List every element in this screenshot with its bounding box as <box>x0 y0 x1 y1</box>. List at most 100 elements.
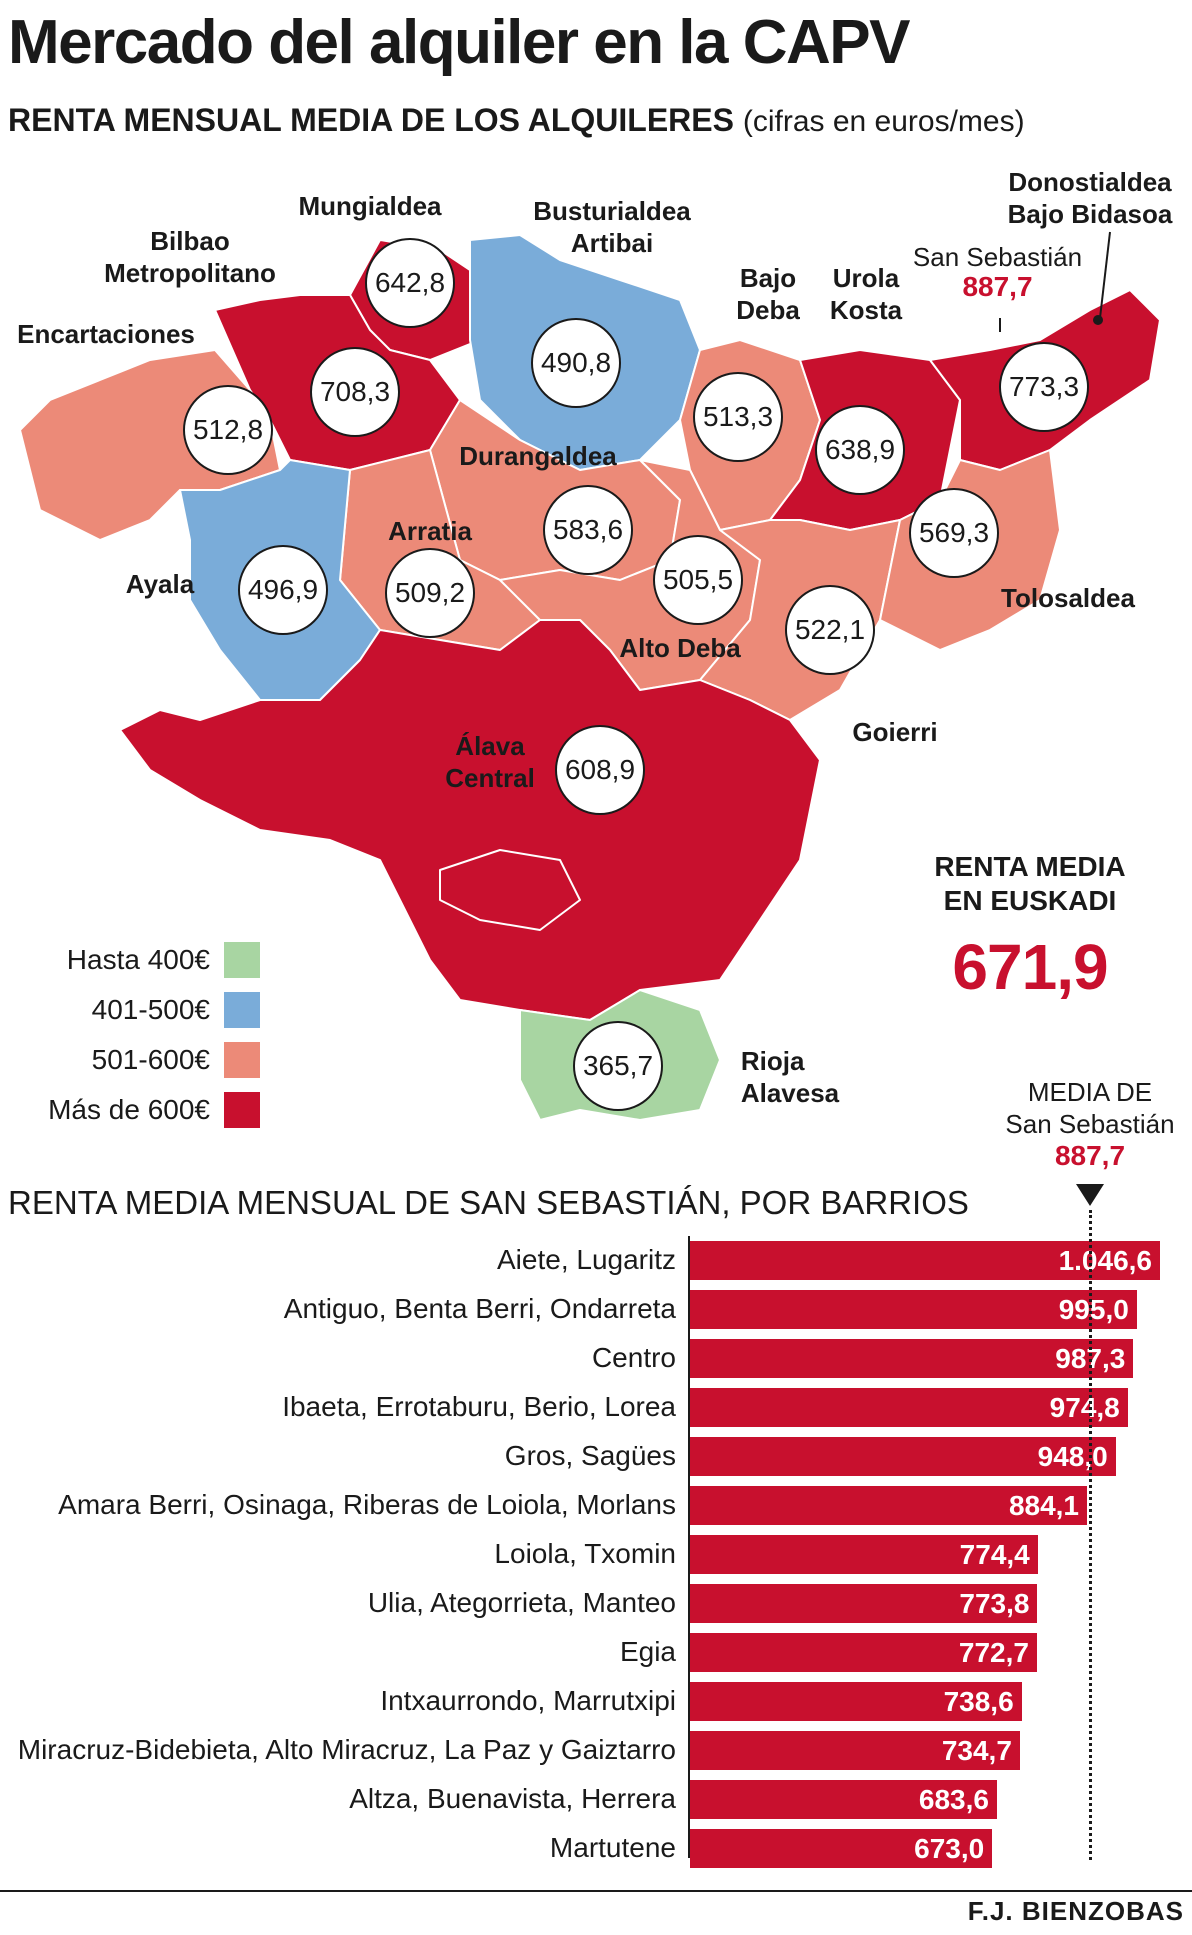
bar-value-label: 683,6 <box>918 1784 989 1815</box>
bar-category-label: Ibaeta, Errotaburu, Berio, Lorea <box>282 1391 676 1422</box>
bar-value-label: 884,1 <box>1008 1490 1080 1521</box>
bar-value-label: 1.046,6 <box>1058 1245 1152 1276</box>
bar-category-label: Intxaurrondo, Marrutxipi <box>380 1685 676 1716</box>
region-value-circle: 638,9 <box>815 405 905 495</box>
bar-category-label: Altza, Buenavista, Herrera <box>349 1783 676 1814</box>
region-label: Goierri <box>852 717 938 747</box>
region-label: Busturialdea Artibai <box>533 196 691 258</box>
region-value-circle: 496,9 <box>238 545 328 635</box>
region-label: Donostialdea Bajo Bidasoa <box>1007 167 1173 229</box>
map-subtitle-text: RENTA MENSUAL MEDIA DE LOS ALQUILERES <box>8 102 734 138</box>
map-legend: Hasta 400€ 401-500€ 501-600€ Más de 600€ <box>30 940 260 1128</box>
region-label: Rioja Alavesa <box>740 1046 840 1108</box>
san-sebastian-marker <box>1093 315 1103 325</box>
bar-axis-line <box>688 1236 690 1858</box>
legend-label: Hasta 400€ <box>66 944 210 975</box>
region-value-circle: 708,3 <box>310 347 400 437</box>
bar-value-label: 773,8 <box>959 1588 1030 1619</box>
bar <box>690 1780 997 1819</box>
bar <box>690 1388 1128 1427</box>
region-label: Mungialdea <box>298 191 442 221</box>
bar-category-label: Miracruz-Bidebieta, Alto Miracruz, La Pa… <box>17 1734 676 1765</box>
bar <box>690 1584 1038 1623</box>
bar-category-label: Gros, Sagües <box>504 1440 676 1471</box>
region-value-circle: 509,2 <box>385 548 475 638</box>
reference-line-label: MEDIA DE San Sebastián <box>1005 1077 1175 1139</box>
bar <box>690 1535 1038 1574</box>
region-value-circle: 642,8 <box>365 238 455 328</box>
legend-item: Más de 600€ <box>48 1090 260 1130</box>
san-sebastian-value: 887,7 <box>962 271 1033 302</box>
bar-category-label: Loiola, Txomin <box>494 1538 676 1569</box>
region-value-circle: 505,5 <box>653 535 743 625</box>
region-value-circle: 490,8 <box>531 318 621 408</box>
bar <box>690 1731 1020 1770</box>
bar <box>690 1437 1116 1476</box>
legend-item: 501-600€ <box>92 1040 260 1080</box>
map-unit-note: (cifras en euros/mes) <box>742 105 1025 138</box>
region-label: Tolosaldea <box>1001 583 1135 613</box>
region-value-circle: 512,8 <box>183 385 273 475</box>
bar <box>690 1829 993 1868</box>
san-sebastian-name: San Sebastián <box>912 242 1083 272</box>
legend-label: 501-600€ <box>91 1044 210 1075</box>
bar-chart-title: RENTA MEDIA MENSUAL DE SAN SEBASTIÁN, PO… <box>8 1184 969 1221</box>
bar <box>690 1339 1134 1378</box>
bar <box>690 1241 1160 1280</box>
legend-label: Más de 600€ <box>48 1094 210 1125</box>
bar-value-label: 673,0 <box>914 1833 985 1864</box>
bar <box>690 1633 1037 1672</box>
credit: F.J. BIENZOBAS <box>967 1896 1184 1926</box>
map-subtitle: RENTA MENSUAL MEDIA DE LOS ALQUILERES (c… <box>8 100 1025 142</box>
region-value-circle: 773,3 <box>999 342 1089 432</box>
region-label: Arratia <box>388 516 472 546</box>
bar-category-label: Centro <box>591 1342 676 1373</box>
reference-line-value: 887,7 <box>1054 1140 1126 1171</box>
bar-category-label: Antiguo, Benta Berri, Ondarreta <box>283 1293 676 1324</box>
san-sebastian-label: San Sebastián 887,7 <box>905 242 1090 302</box>
bar-value-label: 995,0 <box>1058 1294 1129 1325</box>
reference-marker-triangle <box>1075 1184 1104 1206</box>
bar-value-label: 738,6 <box>943 1686 1014 1717</box>
region-label: Bilbao Metropolitano <box>104 226 276 288</box>
region-value-circle: 513,3 <box>693 372 783 462</box>
region-label: Bajo Deba <box>736 263 800 325</box>
bar-value-label: 772,7 <box>958 1637 1029 1668</box>
bar-category-label: Aiete, Lugaritz <box>497 1244 676 1275</box>
region-label: Álava Central <box>445 731 535 793</box>
bar-value-label: 774,4 <box>959 1539 1030 1570</box>
region-value-circle: 583,6 <box>543 485 633 575</box>
legend-label: 401-500€ <box>91 994 210 1025</box>
legend-swatch <box>224 1092 260 1128</box>
bar-category-label: Egia <box>619 1636 676 1667</box>
region-value-circle: 522,1 <box>785 585 875 675</box>
region-label: Durangaldea <box>459 441 617 471</box>
bar <box>690 1290 1137 1329</box>
legend-swatch <box>224 942 260 978</box>
bar-value-label: 948,0 <box>1037 1441 1108 1472</box>
euskadi-average-label: RENTA MEDIA EN EUSKADI <box>934 851 1126 916</box>
reference-line <box>1088 1210 1092 1860</box>
bar-value-label: 734,7 <box>941 1735 1012 1766</box>
region-label: Ayala <box>125 569 195 599</box>
region-value-circle: 608,9 <box>555 725 645 815</box>
euskadi-average-value: 671,9 <box>952 931 1108 1003</box>
region-value-circle: 365,7 <box>573 1021 663 1111</box>
legend-item: Hasta 400€ <box>67 940 260 980</box>
bar-category-label: Amara Berri, Osinaga, Riberas de Loiola,… <box>58 1489 676 1520</box>
region-value-circle: 569,3 <box>909 488 999 578</box>
region-label: Encartaciones <box>17 319 195 349</box>
region-label: Urola Kosta <box>829 263 903 325</box>
pointer-line-donostialdea <box>1099 231 1111 319</box>
bar <box>690 1682 1022 1721</box>
bottom-divider <box>0 1890 1192 1892</box>
bar <box>690 1486 1088 1525</box>
legend-item: 401-500€ <box>92 990 260 1030</box>
page-title: Mercado del alquiler en la CAPV <box>8 8 911 77</box>
san-sebastian-average: MEDIA DE San Sebastián 887,7 <box>990 1076 1190 1172</box>
region-label: Alto Deba <box>619 633 741 663</box>
legend-swatch <box>224 1042 260 1078</box>
bar-value-label: 974,8 <box>1049 1392 1120 1423</box>
bar-category-label: Martutene <box>549 1832 676 1863</box>
bar-category-label: Ulia, Ategorrieta, Manteo <box>367 1587 676 1618</box>
